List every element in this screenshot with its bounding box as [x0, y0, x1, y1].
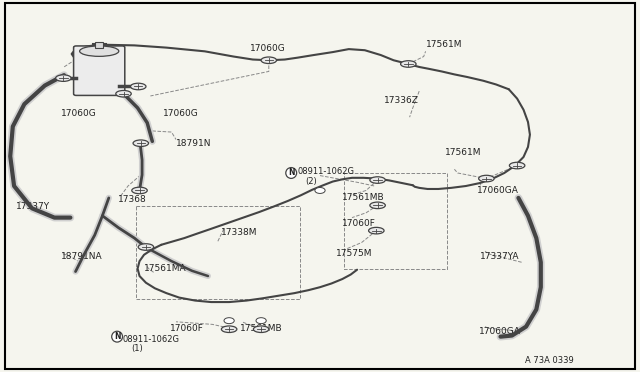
- Text: 17561MB: 17561MB: [240, 324, 283, 333]
- Text: 17337YA: 17337YA: [480, 252, 520, 261]
- Text: 17337Y: 17337Y: [16, 202, 50, 211]
- Text: N: N: [288, 169, 294, 177]
- Text: 17575M: 17575M: [336, 249, 372, 258]
- Ellipse shape: [509, 162, 525, 169]
- Circle shape: [315, 187, 325, 193]
- Ellipse shape: [131, 83, 146, 90]
- Ellipse shape: [132, 187, 147, 194]
- Text: 17060GA: 17060GA: [477, 186, 518, 195]
- Text: 17561M: 17561M: [445, 148, 481, 157]
- Text: 17060F: 17060F: [342, 219, 376, 228]
- FancyBboxPatch shape: [74, 46, 125, 95]
- Text: (1): (1): [131, 344, 143, 353]
- Ellipse shape: [138, 244, 154, 250]
- Text: N: N: [114, 332, 120, 341]
- Ellipse shape: [116, 90, 131, 97]
- Text: 17060G: 17060G: [250, 44, 285, 53]
- Text: 08911-1062G: 08911-1062G: [298, 167, 355, 176]
- Ellipse shape: [261, 57, 276, 64]
- Ellipse shape: [369, 227, 384, 234]
- Text: 17060GA: 17060GA: [479, 327, 520, 336]
- Text: 18791N: 18791N: [176, 139, 211, 148]
- Ellipse shape: [133, 140, 148, 147]
- Text: A 73A 0339: A 73A 0339: [525, 356, 573, 365]
- Text: 08911-1062G: 08911-1062G: [123, 335, 180, 344]
- Text: 18791NA: 18791NA: [61, 252, 102, 261]
- Ellipse shape: [56, 75, 71, 81]
- Text: (2): (2): [305, 177, 317, 186]
- Text: 17368: 17368: [118, 195, 147, 203]
- Ellipse shape: [401, 61, 416, 67]
- Ellipse shape: [370, 177, 385, 183]
- Text: 17060F: 17060F: [170, 324, 204, 333]
- Text: 17561MB: 17561MB: [342, 193, 385, 202]
- Bar: [95, 42, 103, 48]
- Circle shape: [224, 318, 234, 324]
- Text: 17561MA: 17561MA: [144, 264, 187, 273]
- Text: 17060G: 17060G: [163, 109, 199, 118]
- Text: 17060G: 17060G: [61, 109, 97, 118]
- Ellipse shape: [253, 326, 269, 333]
- Text: 17336Z: 17336Z: [384, 96, 419, 105]
- Ellipse shape: [221, 326, 237, 333]
- Ellipse shape: [79, 46, 119, 57]
- Ellipse shape: [479, 175, 494, 182]
- Ellipse shape: [370, 202, 385, 209]
- Text: 17561M: 17561M: [426, 40, 462, 49]
- Circle shape: [256, 318, 266, 324]
- Text: 17338M: 17338M: [221, 228, 257, 237]
